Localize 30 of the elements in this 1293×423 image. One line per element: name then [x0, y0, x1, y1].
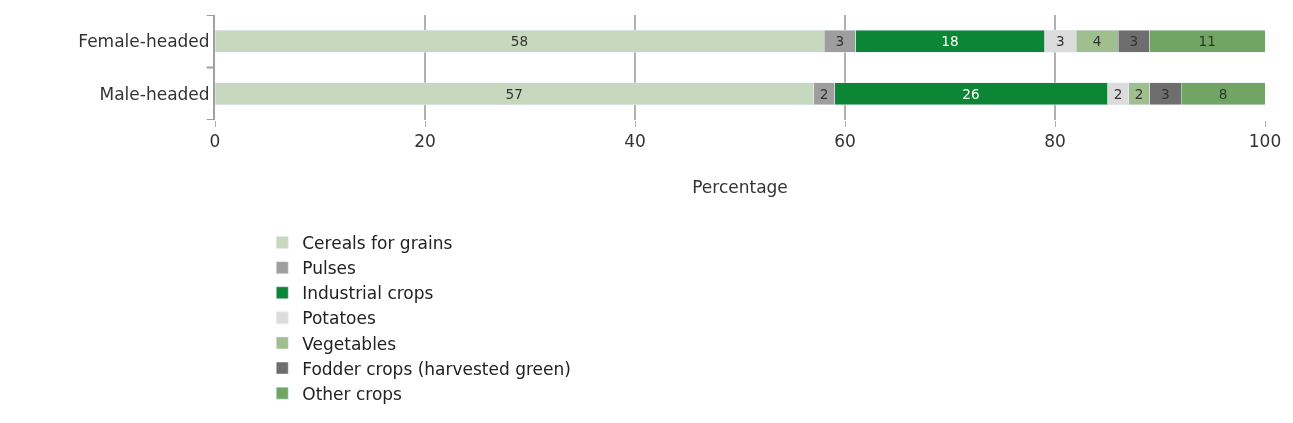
- legend-label: Fodder crops (harvested green): [302, 358, 571, 379]
- x-tick-label: 0: [209, 131, 221, 152]
- legend-label: Industrial crops: [302, 283, 434, 304]
- data-label: 2: [1113, 85, 1123, 102]
- x-tick-label: 100: [1248, 131, 1282, 152]
- y-tick-label: Female-headed: [78, 31, 210, 52]
- legend-label: Other crops: [302, 383, 403, 404]
- data-label: 3: [835, 33, 845, 50]
- data-label: 3: [1160, 85, 1170, 102]
- x-tick-label: 80: [1044, 131, 1066, 152]
- data-label: 18: [941, 33, 959, 50]
- data-label: 57: [505, 85, 523, 102]
- legend-label: Potatoes: [302, 308, 376, 329]
- data-label: 58: [510, 33, 529, 50]
- x-tick-label: 60: [834, 131, 856, 152]
- data-label: 3: [1055, 33, 1065, 50]
- data-label: 3: [1129, 33, 1139, 50]
- data-label: 11: [1198, 33, 1216, 50]
- x-tick-label: 20: [414, 131, 436, 152]
- legend-label: Cereals for grains: [302, 233, 453, 254]
- x-axis-title: Percentage: [692, 176, 788, 197]
- legend-label: Vegetables: [302, 333, 397, 354]
- data-label: 2: [1134, 85, 1144, 102]
- data-label: 2: [819, 85, 829, 102]
- data-label: 8: [1218, 85, 1228, 102]
- x-tick-label: 40: [624, 131, 646, 152]
- data-label: 26: [962, 85, 980, 102]
- data-label: 4: [1092, 33, 1102, 50]
- y-tick-label: Male-headed: [99, 83, 210, 104]
- legend-label: Pulses: [302, 258, 357, 279]
